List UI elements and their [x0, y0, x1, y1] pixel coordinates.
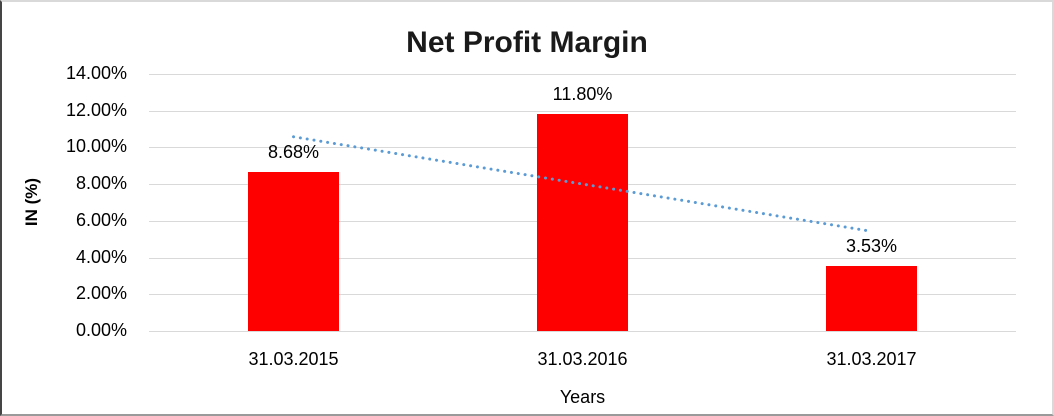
gridline	[149, 74, 1016, 75]
bar-value-label: 8.68%	[267, 141, 320, 162]
plot-area	[149, 74, 1016, 332]
x-category-label: 31.03.2015	[248, 349, 339, 369]
x-axis-title: Years	[559, 387, 606, 407]
x-category-label: 31.03.2017	[826, 349, 917, 369]
y-tick-label: 4.00%	[75, 246, 127, 267]
x-category-label: 31.03.2016	[537, 349, 628, 369]
bar-value-label: 11.80%	[552, 84, 613, 105]
bar-value-label: 3.53%	[845, 236, 898, 257]
bar[interactable]	[248, 171, 339, 331]
gridline	[149, 110, 1016, 112]
bar[interactable]	[537, 114, 628, 331]
y-tick-label: 14.00%	[65, 63, 127, 83]
y-tick-label: 12.00%	[65, 99, 127, 120]
gridline	[149, 331, 1016, 332]
y-tick-label: 10.00%	[65, 136, 127, 157]
y-tick-label: 2.00%	[75, 283, 127, 304]
y-tick-label: 8.00%	[75, 173, 127, 194]
y-tick-label: 0.00%	[75, 320, 127, 340]
chart-title: Net Profit Margin	[406, 26, 648, 59]
bar[interactable]	[826, 266, 917, 331]
y-tick-label: 6.00%	[75, 209, 127, 230]
